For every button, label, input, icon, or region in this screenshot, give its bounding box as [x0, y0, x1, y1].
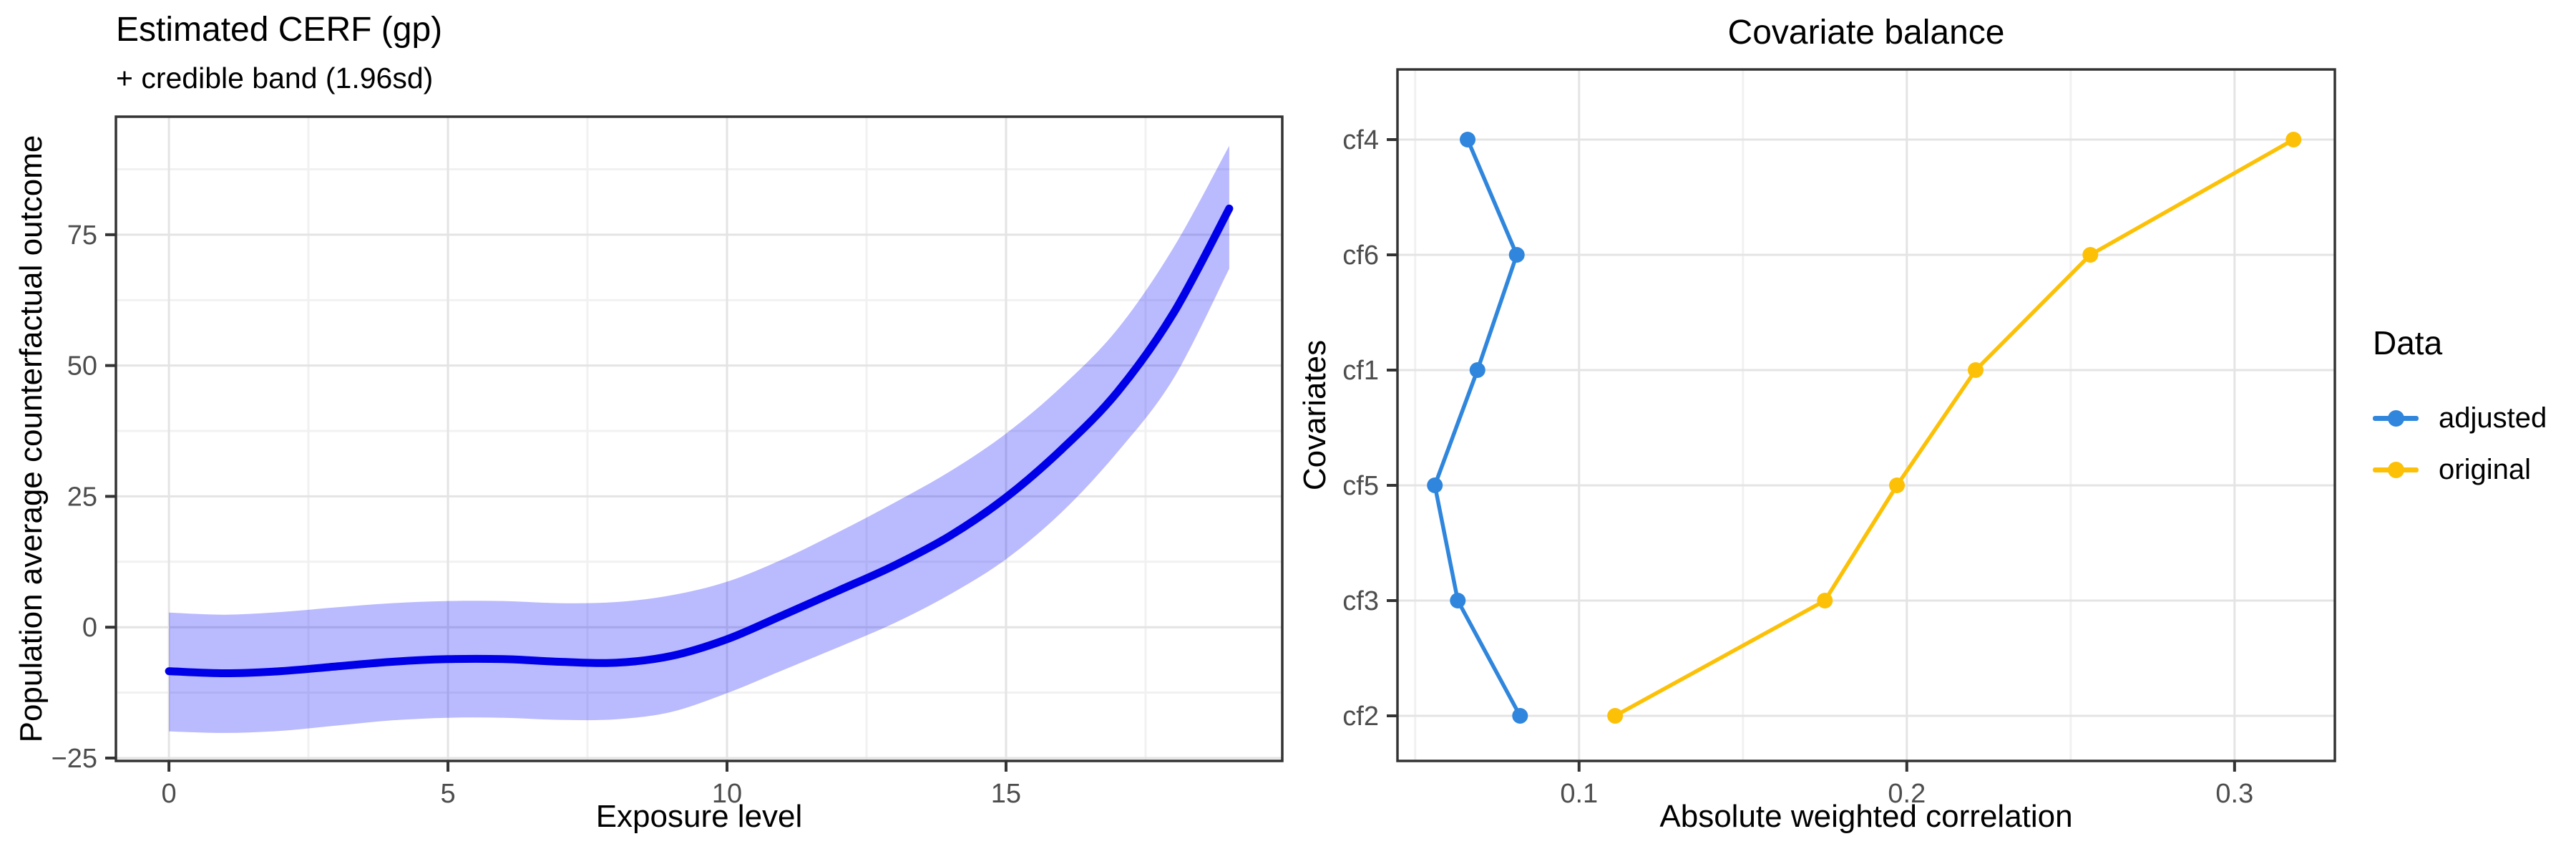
category-label: cf3 [1342, 586, 1379, 616]
y-tick-label: 75 [67, 220, 97, 251]
x-tick-label: 10 [712, 779, 742, 809]
data-point-adjusted-cf6 [1508, 247, 1525, 263]
panel-background [1397, 69, 2335, 761]
category-label: cf1 [1342, 356, 1379, 386]
data-point-adjusted-cf4 [1460, 132, 1476, 147]
cerf-plot-subtitle: + credible band (1.96sd) [116, 62, 434, 94]
data-point-original-cf4 [2285, 132, 2302, 147]
panel-border [1396, 68, 2336, 762]
series-line-original [1613, 137, 2296, 718]
legend-key-adjusted [2373, 407, 2419, 429]
legend-item-original[interactable]: original [2373, 444, 2547, 495]
legend-item-adjusted[interactable]: adjusted [2373, 392, 2547, 444]
category-label: cf4 [1342, 125, 1379, 155]
x-tick-label: 5 [440, 779, 455, 809]
data-point-adjusted-cf2 [1512, 708, 1528, 724]
y-tick-label: −25 [52, 744, 97, 774]
legend-label-adjusted: adjusted [2439, 402, 2547, 434]
series-line-adjusted [1433, 137, 1523, 718]
cerf-plot-title: Estimated CERF (gp) [116, 11, 443, 49]
legend-key-original [2373, 459, 2419, 480]
balance-x-axis-title: Absolute weighted correlation [1659, 799, 2073, 834]
legend-key-dot-original [2388, 462, 2404, 478]
cerf-x-axis-title: Exposure level [595, 799, 803, 834]
data-point-original-cf2 [1607, 708, 1624, 724]
x-tick-label: 0 [162, 779, 177, 809]
legend-title: Data [2373, 324, 2443, 361]
balance-y-axis-title: Covariates [1297, 339, 1332, 491]
data-point-adjusted-cf3 [1450, 593, 1466, 608]
panel-background [116, 117, 1282, 761]
x-tick-label: 15 [991, 779, 1021, 809]
x-tick-label: 0.1 [1560, 779, 1598, 809]
credible-band [169, 145, 1229, 733]
data-point-original-cf1 [1967, 362, 1984, 378]
category-label: cf2 [1342, 702, 1379, 732]
balance-plot-title: Covariate balance [1727, 14, 2005, 52]
data-point-original-cf6 [2082, 247, 2099, 263]
legend-key-dot-adjusted [2388, 410, 2404, 427]
cerf-mean-line [165, 204, 1234, 677]
data-point-adjusted-cf5 [1427, 477, 1443, 493]
cerf-y-axis-title: Population average counterfactual outcom… [14, 135, 49, 743]
y-tick-label: 25 [67, 482, 97, 512]
cerf-plot: 0 5 10 15 −25 0 25 50 75 [52, 115, 1284, 809]
y-tick-label: 50 [67, 351, 97, 382]
category-label: cf6 [1342, 241, 1379, 271]
legend: Data adjusted original [2373, 324, 2547, 495]
y-tick-label: 0 [82, 613, 97, 643]
data-point-original-cf3 [1817, 593, 1833, 608]
data-point-adjusted-cf1 [1469, 362, 1485, 378]
category-label: cf5 [1342, 471, 1379, 501]
panel-border [114, 115, 1284, 762]
x-tick-label: 0.3 [2215, 779, 2253, 809]
legend-label-original: original [2439, 453, 2531, 485]
data-point-original-cf5 [1889, 477, 1906, 493]
x-tick-label: 0.2 [1888, 779, 1926, 809]
